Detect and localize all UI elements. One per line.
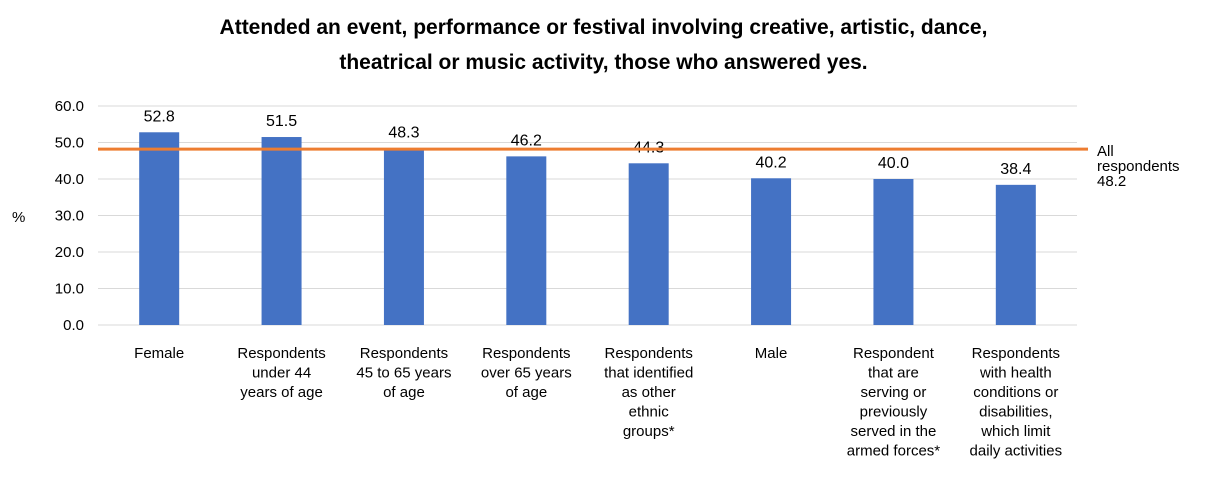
category-label-4-line-4: groups*	[623, 423, 675, 440]
data-label-6: 40.0	[878, 155, 909, 172]
category-label-4-line-0: Respondents	[604, 345, 692, 362]
y-tick-label-4: 40.0	[55, 171, 84, 188]
y-tick-label-6: 60.0	[55, 98, 84, 115]
y-tick-label-2: 20.0	[55, 244, 84, 261]
bar-5	[751, 178, 792, 325]
bar-3	[506, 156, 547, 325]
category-label-4: Respondents that identified as other ethnic…	[604, 345, 693, 440]
category-label-1-line-2: years of age	[240, 384, 323, 401]
y-tick-label-3: 30.0	[55, 208, 84, 225]
y-axis-label: %	[12, 209, 25, 226]
data-label-7: 38.4	[1000, 161, 1031, 178]
chart-title-line-2: theatrical or music activity, those who …	[339, 51, 868, 74]
category-label-0-line-0: Female	[134, 345, 184, 362]
category-label-6-line-0: Respondent	[853, 345, 935, 362]
category-label-6-line-1: that are	[868, 365, 919, 382]
data-label-0: 52.8	[144, 108, 175, 125]
category-label-2-line-0: Respondents	[360, 345, 448, 362]
category-label-5-line-0: Male	[755, 345, 788, 362]
category-label-4-line-3: ethnic	[629, 404, 670, 421]
category-label-4-line-2: as other	[622, 384, 676, 401]
bar-6	[873, 179, 914, 325]
category-label-6: Respondent that are serving or previously se…	[847, 345, 941, 460]
y-tick-label-5: 50.0	[55, 135, 84, 152]
reference-line-label-line-0: All	[1097, 143, 1114, 160]
category-label-3-line-2: of age	[505, 384, 547, 401]
data-label-1: 51.5	[266, 113, 297, 130]
category-label-3-line-0: Respondents	[482, 345, 570, 362]
category-label-2-line-2: of age	[383, 384, 425, 401]
category-label-7-line-5: daily activities	[970, 443, 1063, 460]
category-label-4-line-1: that identified	[604, 365, 693, 382]
category-label-7-line-1: with health	[979, 365, 1052, 382]
category-label-7: Respondents with health conditions or disab…	[970, 345, 1063, 460]
bar-7	[995, 184, 1036, 325]
bar-0	[139, 132, 180, 325]
category-label-7-line-0: Respondents	[972, 345, 1060, 362]
category-label-1: Respondents under 44 years of age	[237, 345, 325, 401]
chart-title: Attended an event, performance or festiv…	[0, 10, 1207, 80]
reference-line-label-line-1: respondents	[1097, 158, 1180, 175]
category-label-6-line-2: serving or	[861, 384, 927, 401]
bar-2	[383, 148, 424, 325]
category-label-2: Respondents 45 to 65 years of age	[356, 345, 451, 401]
category-label-0: Female	[134, 345, 184, 362]
bar-1	[261, 137, 302, 325]
category-label-7-line-4: which limit	[980, 423, 1051, 440]
y-tick-label-1: 10.0	[55, 281, 84, 298]
category-label-6-line-3: previously	[860, 404, 928, 421]
chart-title-line-1: Attended an event, performance or festiv…	[219, 16, 988, 39]
reference-line-label-line-2: 48.2	[1097, 173, 1126, 190]
bar-4	[628, 163, 669, 325]
category-label-3-line-1: over 65 years	[481, 365, 572, 382]
category-label-6-line-4: served in the	[850, 423, 936, 440]
data-label-3: 46.2	[511, 132, 542, 149]
category-label-7-line-3: disabilities,	[979, 404, 1052, 421]
category-label-7-line-2: conditions or	[973, 384, 1058, 401]
data-label-2: 48.3	[388, 125, 419, 142]
category-label-6-line-5: armed forces*	[847, 443, 941, 460]
category-label-1-line-0: Respondents	[237, 345, 325, 362]
y-tick-label-0: 0.0	[63, 317, 84, 334]
category-label-2-line-1: 45 to 65 years	[356, 365, 451, 382]
category-label-5: Male	[755, 345, 788, 362]
category-label-1-line-1: under 44	[252, 365, 311, 382]
category-label-3: Respondents over 65 years of age	[481, 345, 572, 401]
data-label-5: 40.2	[755, 154, 786, 171]
